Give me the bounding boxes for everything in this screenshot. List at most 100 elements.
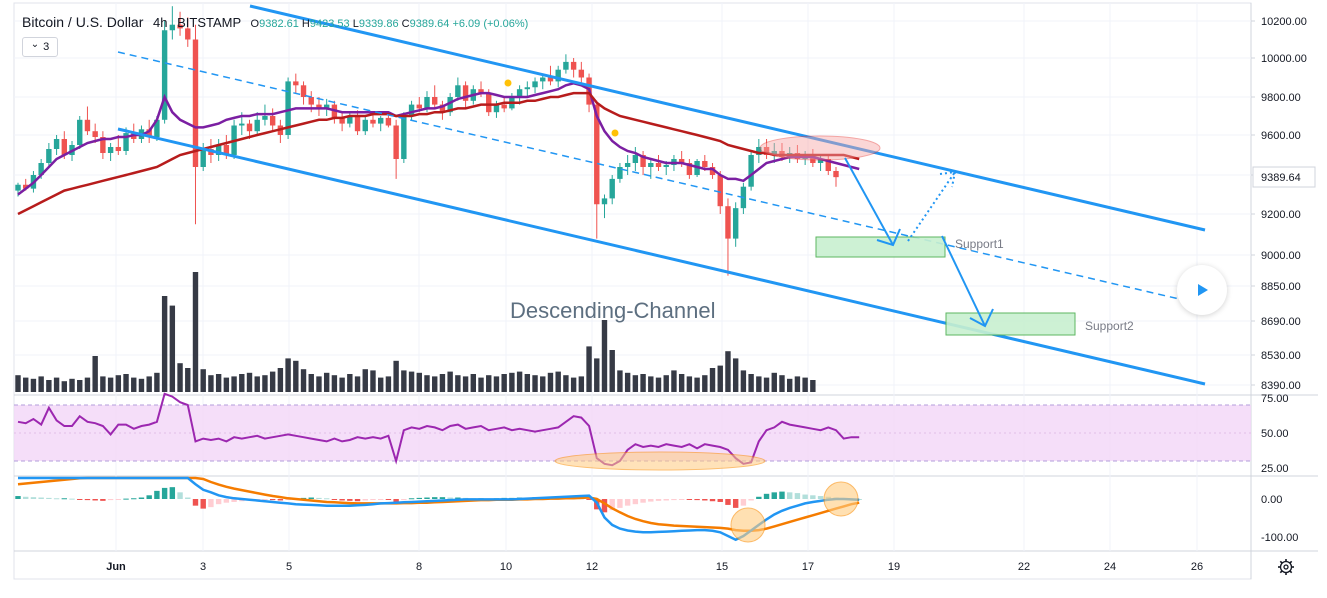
indicator-toggle-button[interactable]: ⌄ 3 (22, 37, 58, 57)
candle-body (756, 147, 762, 155)
candle-body (686, 163, 693, 175)
volume-bar (131, 377, 137, 392)
rsi-tick-label: 75.00 (1261, 393, 1289, 405)
macd-histogram-bar (447, 497, 453, 499)
macd-histogram-bar (401, 499, 407, 501)
channel-upper-line (249, 4, 1206, 232)
time-tick-label: 15 (716, 561, 728, 573)
candle-body (269, 116, 276, 126)
volume-bar (810, 380, 816, 392)
time-tick-label: 8 (416, 561, 422, 573)
macd-histogram-bar (624, 499, 631, 506)
macd-histogram-bar (617, 499, 623, 508)
volume-bar (648, 376, 654, 392)
candle-body (154, 119, 160, 137)
volume-bar (169, 305, 176, 392)
candle-body (663, 165, 669, 167)
time-tick-label: 10 (500, 561, 512, 573)
candle-body (547, 77, 554, 82)
candle-body (532, 81, 538, 88)
candle-body (763, 147, 770, 155)
volume-bar (740, 370, 747, 392)
candle-body (401, 116, 407, 159)
support1-label: Support1 (955, 237, 1004, 251)
candle-body (717, 175, 723, 207)
volume-bar (23, 377, 29, 392)
volume-bar (732, 358, 739, 392)
macd-histogram-bar (694, 499, 700, 501)
volume-bar (748, 374, 754, 392)
volume-bar (401, 370, 407, 392)
price-tick-label: 8850.00 (1261, 281, 1301, 293)
macd-histogram-bar (208, 499, 214, 508)
symbol-name[interactable]: Bitcoin / U.S. Dollar (22, 14, 144, 30)
volume-bar (439, 374, 446, 392)
candle-body (555, 69, 561, 82)
candle-body (501, 104, 507, 109)
candle-body (648, 163, 654, 167)
macd-histogram-bar (100, 499, 106, 501)
rsi-tick-label: 50.00 (1261, 428, 1289, 440)
settings-button[interactable] (1276, 557, 1296, 577)
candle-body (540, 77, 546, 82)
volume-bar (277, 368, 284, 392)
macd-histogram-bar (131, 498, 137, 500)
price-tick-label: 10200.00 (1261, 16, 1307, 28)
candle-body (825, 159, 831, 171)
change-value: +6.09 (+0.06%) (452, 18, 529, 30)
current-price-tag (1252, 166, 1316, 188)
macd-histogram-bar (154, 490, 160, 499)
candle-body (478, 89, 484, 94)
macd-histogram-bar (53, 498, 60, 500)
chevron-down-icon: ⌄ (30, 39, 40, 50)
macd-cross-circle (823, 481, 859, 517)
play-button[interactable] (1177, 265, 1227, 315)
volume-bar (447, 371, 453, 392)
volume-bar (15, 375, 21, 392)
projection-arrow (941, 235, 986, 327)
volume-bar (694, 377, 700, 392)
volume-bar (208, 375, 214, 392)
volume-bar (316, 376, 322, 392)
candle-body (38, 163, 44, 175)
support1-box (815, 236, 946, 258)
candle-body (223, 145, 230, 155)
candle-body (300, 85, 307, 97)
volume-bar (794, 376, 801, 392)
candle-body (617, 167, 623, 179)
candle-body (123, 133, 129, 151)
dotted-arrow-head (939, 170, 957, 188)
volume-bar (408, 371, 415, 392)
macd-histogram-bar (671, 499, 677, 501)
candle-body (833, 171, 839, 178)
price-tick-label: 9000.00 (1261, 250, 1301, 262)
close-label: C (401, 18, 410, 30)
macd-histogram-bar (169, 487, 176, 499)
event-marker (504, 79, 512, 87)
macd-line (18, 476, 860, 542)
volume-bar (786, 378, 793, 392)
macd-histogram-bar (786, 492, 793, 499)
macd-histogram-bar (725, 499, 731, 505)
volume-bar (285, 358, 291, 392)
volume-bar (192, 272, 199, 392)
macd-histogram-bar (277, 499, 284, 501)
arrow-head (969, 308, 994, 328)
candle-body (439, 104, 446, 113)
macd-histogram-bar (702, 499, 708, 501)
candle-body (84, 119, 91, 132)
price-tick-label: 9800.00 (1261, 92, 1301, 104)
volume-bar (779, 375, 785, 392)
volume-bar (678, 374, 685, 392)
channel-label: Descending-Channel (510, 298, 715, 323)
drawings: Support1 Support2 Descending-Channel (117, 4, 1206, 543)
candle-body (254, 119, 260, 132)
candle-body (192, 39, 199, 167)
macd-histogram-bar (632, 499, 639, 505)
volume-bar (609, 350, 615, 392)
volume-bar (663, 375, 669, 392)
volume-bar (77, 380, 83, 392)
candle-body (655, 163, 662, 167)
